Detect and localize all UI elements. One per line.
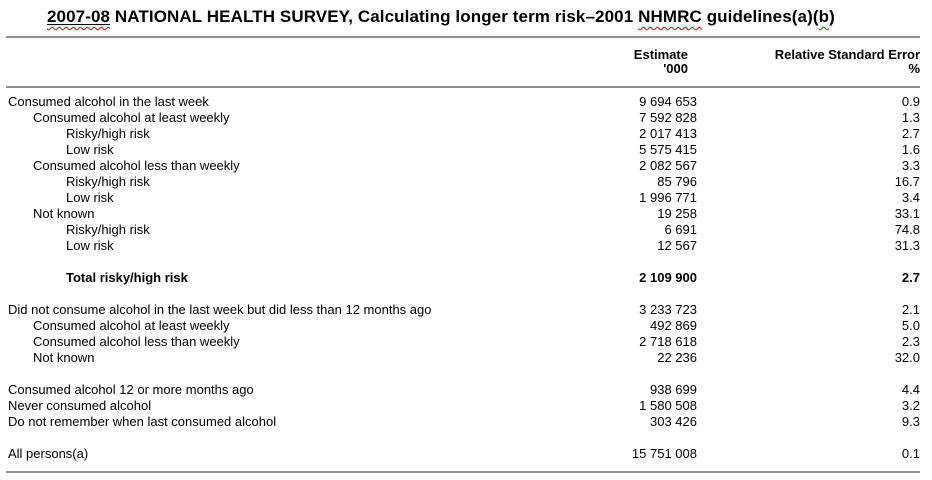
table-row: Consumed alcohol less than weekly 2 082 … [6, 158, 926, 174]
estimate-value: 7 592 828 [639, 110, 697, 125]
table-row: Risky/high risk 6 691 74.8 [6, 222, 926, 238]
table-row: Low risk 1 996 771 3.4 [6, 190, 926, 206]
rse-header-label: Relative Standard Error [774, 47, 920, 62]
row-label: Risky/high risk [66, 174, 150, 189]
estimate-value: 19 258 [657, 206, 697, 221]
table-row: Consumed alcohol less than weekly 2 718 … [6, 334, 926, 350]
title-survey-period-text: 2007-08 [47, 7, 111, 26]
row-label: Never consumed alcohol [8, 398, 152, 413]
row-label: Consumed alcohol at least weekly [33, 318, 230, 333]
rse-value: 2.7 [901, 270, 920, 285]
table-row: Consumed alcohol at least weekly 492 869… [6, 318, 926, 334]
rse-value: 9.3 [901, 414, 920, 429]
estimate-value: 5 575 415 [639, 142, 697, 157]
estimate-value: 85 796 [657, 174, 697, 189]
rse-value: 16.7 [894, 174, 920, 189]
header-rule [6, 86, 920, 88]
estimate-value: 2 082 567 [639, 158, 697, 173]
row-label: Do not remember when last consumed alcoh… [8, 414, 277, 429]
title-survey-period: 2007-08 [47, 7, 110, 26]
estimate-value: 1 996 771 [639, 190, 697, 205]
rse-value: 2.3 [901, 334, 920, 349]
table-row: All persons(a) 15 751 008 0.1 [6, 446, 926, 462]
rse-value: 33.1 [894, 206, 920, 221]
row-label: Not known [33, 350, 95, 365]
rse-value: 1.3 [901, 110, 920, 125]
rse-value: 1.6 [901, 142, 920, 157]
page-title: 2007-08 NATIONAL HEALTH SURVEY, Calculat… [47, 7, 835, 27]
title-nhmrc-text: NHMRC [638, 7, 702, 26]
row-label: Consumed alcohol 12 or more months ago [8, 382, 254, 397]
title-closing-paren: ) [829, 7, 835, 26]
estimate-value: 3 233 723 [639, 302, 697, 317]
estimate-value: 2 718 618 [639, 334, 697, 349]
rse-value: 32.0 [894, 350, 920, 365]
estimate-value: 9 694 653 [639, 94, 697, 109]
table-row: Consumed alcohol at least weekly 7 592 8… [6, 110, 926, 126]
estimate-value: 2 109 900 [639, 270, 697, 285]
rse-value: 0.9 [901, 94, 920, 109]
row-label: Consumed alcohol in the last week [8, 94, 209, 109]
rse-value: 3.4 [901, 190, 920, 205]
estimate-value: 1 580 508 [639, 398, 697, 413]
title-footnote-b: b [818, 7, 830, 26]
rse-value: 4.4 [901, 382, 920, 397]
column-header-estimate: Estimate '000 [547, 48, 697, 76]
title-rule [6, 36, 920, 38]
column-header-spacer [6, 48, 547, 76]
rse-value: 0.1 [901, 446, 920, 461]
table-row: Low risk 12 567 31.3 [6, 238, 926, 254]
table-row: Total risky/high risk 2 109 900 2.7 [6, 270, 926, 286]
table-row: Not known 19 258 33.1 [6, 206, 926, 222]
estimate-value: 938 699 [650, 382, 697, 397]
column-header-row: Estimate '000 Relative Standard Error % [6, 48, 926, 76]
bottom-rule [6, 471, 920, 473]
row-label: Risky/high risk [66, 126, 150, 141]
rse-value: 3.3 [901, 158, 920, 173]
row-label: Low risk [66, 190, 114, 205]
row-label: Not known [33, 206, 95, 221]
column-header-rse: Relative Standard Error % [697, 48, 926, 76]
estimate-value: 15 751 008 [631, 446, 697, 461]
estimate-header-unit: '000 [663, 61, 688, 76]
row-label: Did not consume alcohol in the last week… [8, 302, 432, 317]
table-row: Risky/high risk 2 017 413 2.7 [6, 126, 926, 142]
row-label: Risky/high risk [66, 222, 150, 237]
rse-value: 31.3 [894, 238, 920, 253]
table-row: Consumed alcohol in the last week 9 694 … [6, 94, 926, 110]
table-row: Do not remember when last consumed alcoh… [6, 414, 926, 430]
row-label: Low risk [66, 238, 114, 253]
title-guidelines-text: guidelines(a)( [701, 7, 819, 26]
row-label: Consumed alcohol at least weekly [33, 110, 230, 125]
title-main-text: NATIONAL HEALTH SURVEY, Calculating long… [110, 7, 639, 26]
row-label: All persons(a) [8, 446, 89, 461]
estimate-value: 6 691 [664, 222, 697, 237]
table-row: Risky/high risk 85 796 16.7 [6, 174, 926, 190]
row-label: Total risky/high risk [66, 270, 188, 285]
estimate-value: 303 426 [650, 414, 697, 429]
rse-value: 2.1 [901, 302, 920, 317]
table-row: Not known 22 236 32.0 [6, 350, 926, 366]
estimate-header-label: Estimate [633, 47, 688, 62]
table-row: Never consumed alcohol 1 580 508 3.2 [6, 398, 926, 414]
rse-value: 74.8 [894, 222, 920, 237]
estimate-value: 12 567 [657, 238, 697, 253]
table-body: Consumed alcohol in the last week 9 694 … [6, 94, 926, 462]
rse-value: 5.0 [901, 318, 920, 333]
row-label: Consumed alcohol less than weekly [33, 334, 240, 349]
row-label: Consumed alcohol less than weekly [33, 158, 240, 173]
estimate-value: 492 869 [650, 318, 697, 333]
row-label: Low risk [66, 142, 114, 157]
estimate-value: 22 236 [657, 350, 697, 365]
rse-header-unit: % [908, 61, 920, 76]
table-row: Did not consume alcohol in the last week… [6, 302, 926, 318]
rse-value: 3.2 [901, 398, 920, 413]
table-row: Consumed alcohol 12 or more months ago 9… [6, 382, 926, 398]
table-row: Low risk 5 575 415 1.6 [6, 142, 926, 158]
rse-value: 2.7 [901, 126, 920, 141]
estimate-value: 2 017 413 [639, 126, 697, 141]
